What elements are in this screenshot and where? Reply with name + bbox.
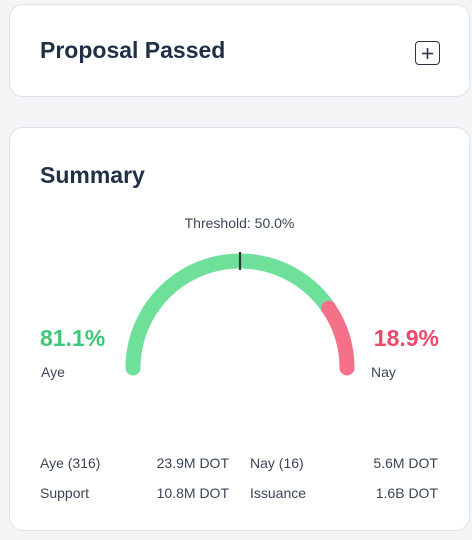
vote-gauge [125,252,355,376]
nay-votes-value: 5.6M DOT [373,455,438,471]
summary-title: Summary [40,162,145,188]
issuance-label: Issuance [250,485,307,501]
plus-icon [422,47,433,59]
aye-votes-value: 23.9M DOT [156,455,229,471]
expand-button[interactable] [415,41,440,65]
aye-arc [125,253,337,376]
nay-percentage: 18.9% [373,325,439,351]
proposal-status-card: Proposal Passed [9,4,470,97]
aye-votes-label: Aye (316) [40,455,101,471]
nay-arc [321,300,355,376]
summary-card: Summary Threshold: 50.0% 81.1% 18.9% Aye… [9,127,470,531]
aye-label: Aye [41,364,65,380]
support-value: 10.8M DOT [156,485,229,501]
threshold-label: Threshold: 50.0% [184,215,295,231]
nay-label: Nay [371,364,396,380]
nay-votes-label: Nay (16) [250,455,304,471]
issuance-value: 1.6B DOT [375,485,438,501]
support-label: Support [40,485,90,501]
proposal-status-title: Proposal Passed [40,37,226,63]
aye-percentage: 81.1% [40,325,106,351]
